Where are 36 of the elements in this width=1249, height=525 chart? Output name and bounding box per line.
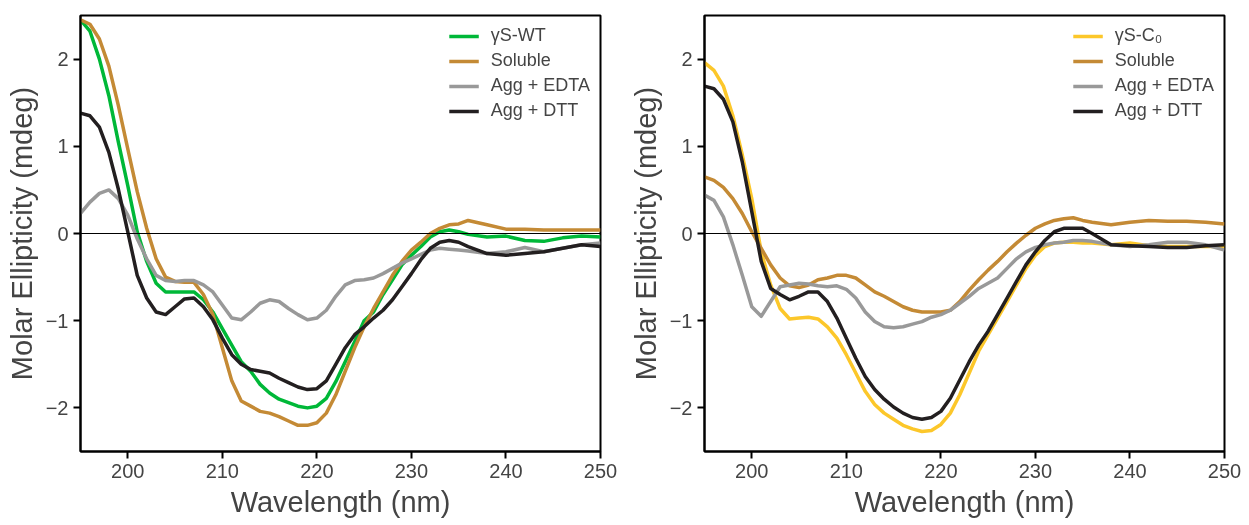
y-tick-label: 2 bbox=[57, 48, 69, 71]
legend-label: γS-WT bbox=[490, 25, 546, 46]
x-tick-label: 250 bbox=[583, 459, 618, 482]
line-series bbox=[704, 193, 1225, 330]
x-tick-label: 210 bbox=[829, 459, 864, 482]
x-tick-label: 200 bbox=[111, 459, 145, 482]
x-tick-label: 240 bbox=[489, 459, 523, 482]
legend-label: Agg + EDTA bbox=[1114, 75, 1214, 96]
y-axis-title: Molar Ellipticity (mdeg) bbox=[5, 86, 38, 381]
legend-label: Soluble bbox=[490, 50, 551, 71]
y-tick-label: 1 bbox=[57, 135, 69, 158]
x-tick-label: 230 bbox=[394, 459, 429, 482]
y-tick-label: −1 bbox=[669, 309, 693, 332]
x-axis-title: Wavelength (nm) bbox=[854, 485, 1075, 518]
y-tick-label: 0 bbox=[57, 222, 69, 245]
legend-label: Agg + EDTA bbox=[490, 75, 590, 96]
x-tick-label: 210 bbox=[205, 459, 240, 482]
x-tick-label: 250 bbox=[1207, 459, 1242, 482]
y-tick-label: 0 bbox=[681, 222, 693, 245]
legend-label: Soluble bbox=[1114, 50, 1175, 71]
y-tick-label: 1 bbox=[681, 135, 693, 158]
y-axis-title: Molar Ellipticity (mdeg) bbox=[629, 86, 662, 381]
x-axis-title: Wavelength (nm) bbox=[230, 485, 451, 518]
x-tick-label: 230 bbox=[1018, 459, 1053, 482]
legend-label: γS-C₀ bbox=[1114, 25, 1163, 46]
legend-label: Agg + DTT bbox=[1114, 100, 1203, 121]
line-series bbox=[704, 175, 1225, 314]
y-tick-label: −2 bbox=[45, 396, 69, 419]
y-tick-label: −2 bbox=[669, 396, 693, 419]
y-tick-label: −1 bbox=[45, 309, 69, 332]
x-tick-label: 220 bbox=[924, 459, 958, 482]
y-tick-label: 2 bbox=[681, 48, 693, 71]
legend-label: Agg + DTT bbox=[490, 100, 579, 121]
x-tick-label: 240 bbox=[1113, 459, 1147, 482]
x-tick-label: 220 bbox=[300, 459, 334, 482]
x-tick-label: 200 bbox=[735, 459, 769, 482]
